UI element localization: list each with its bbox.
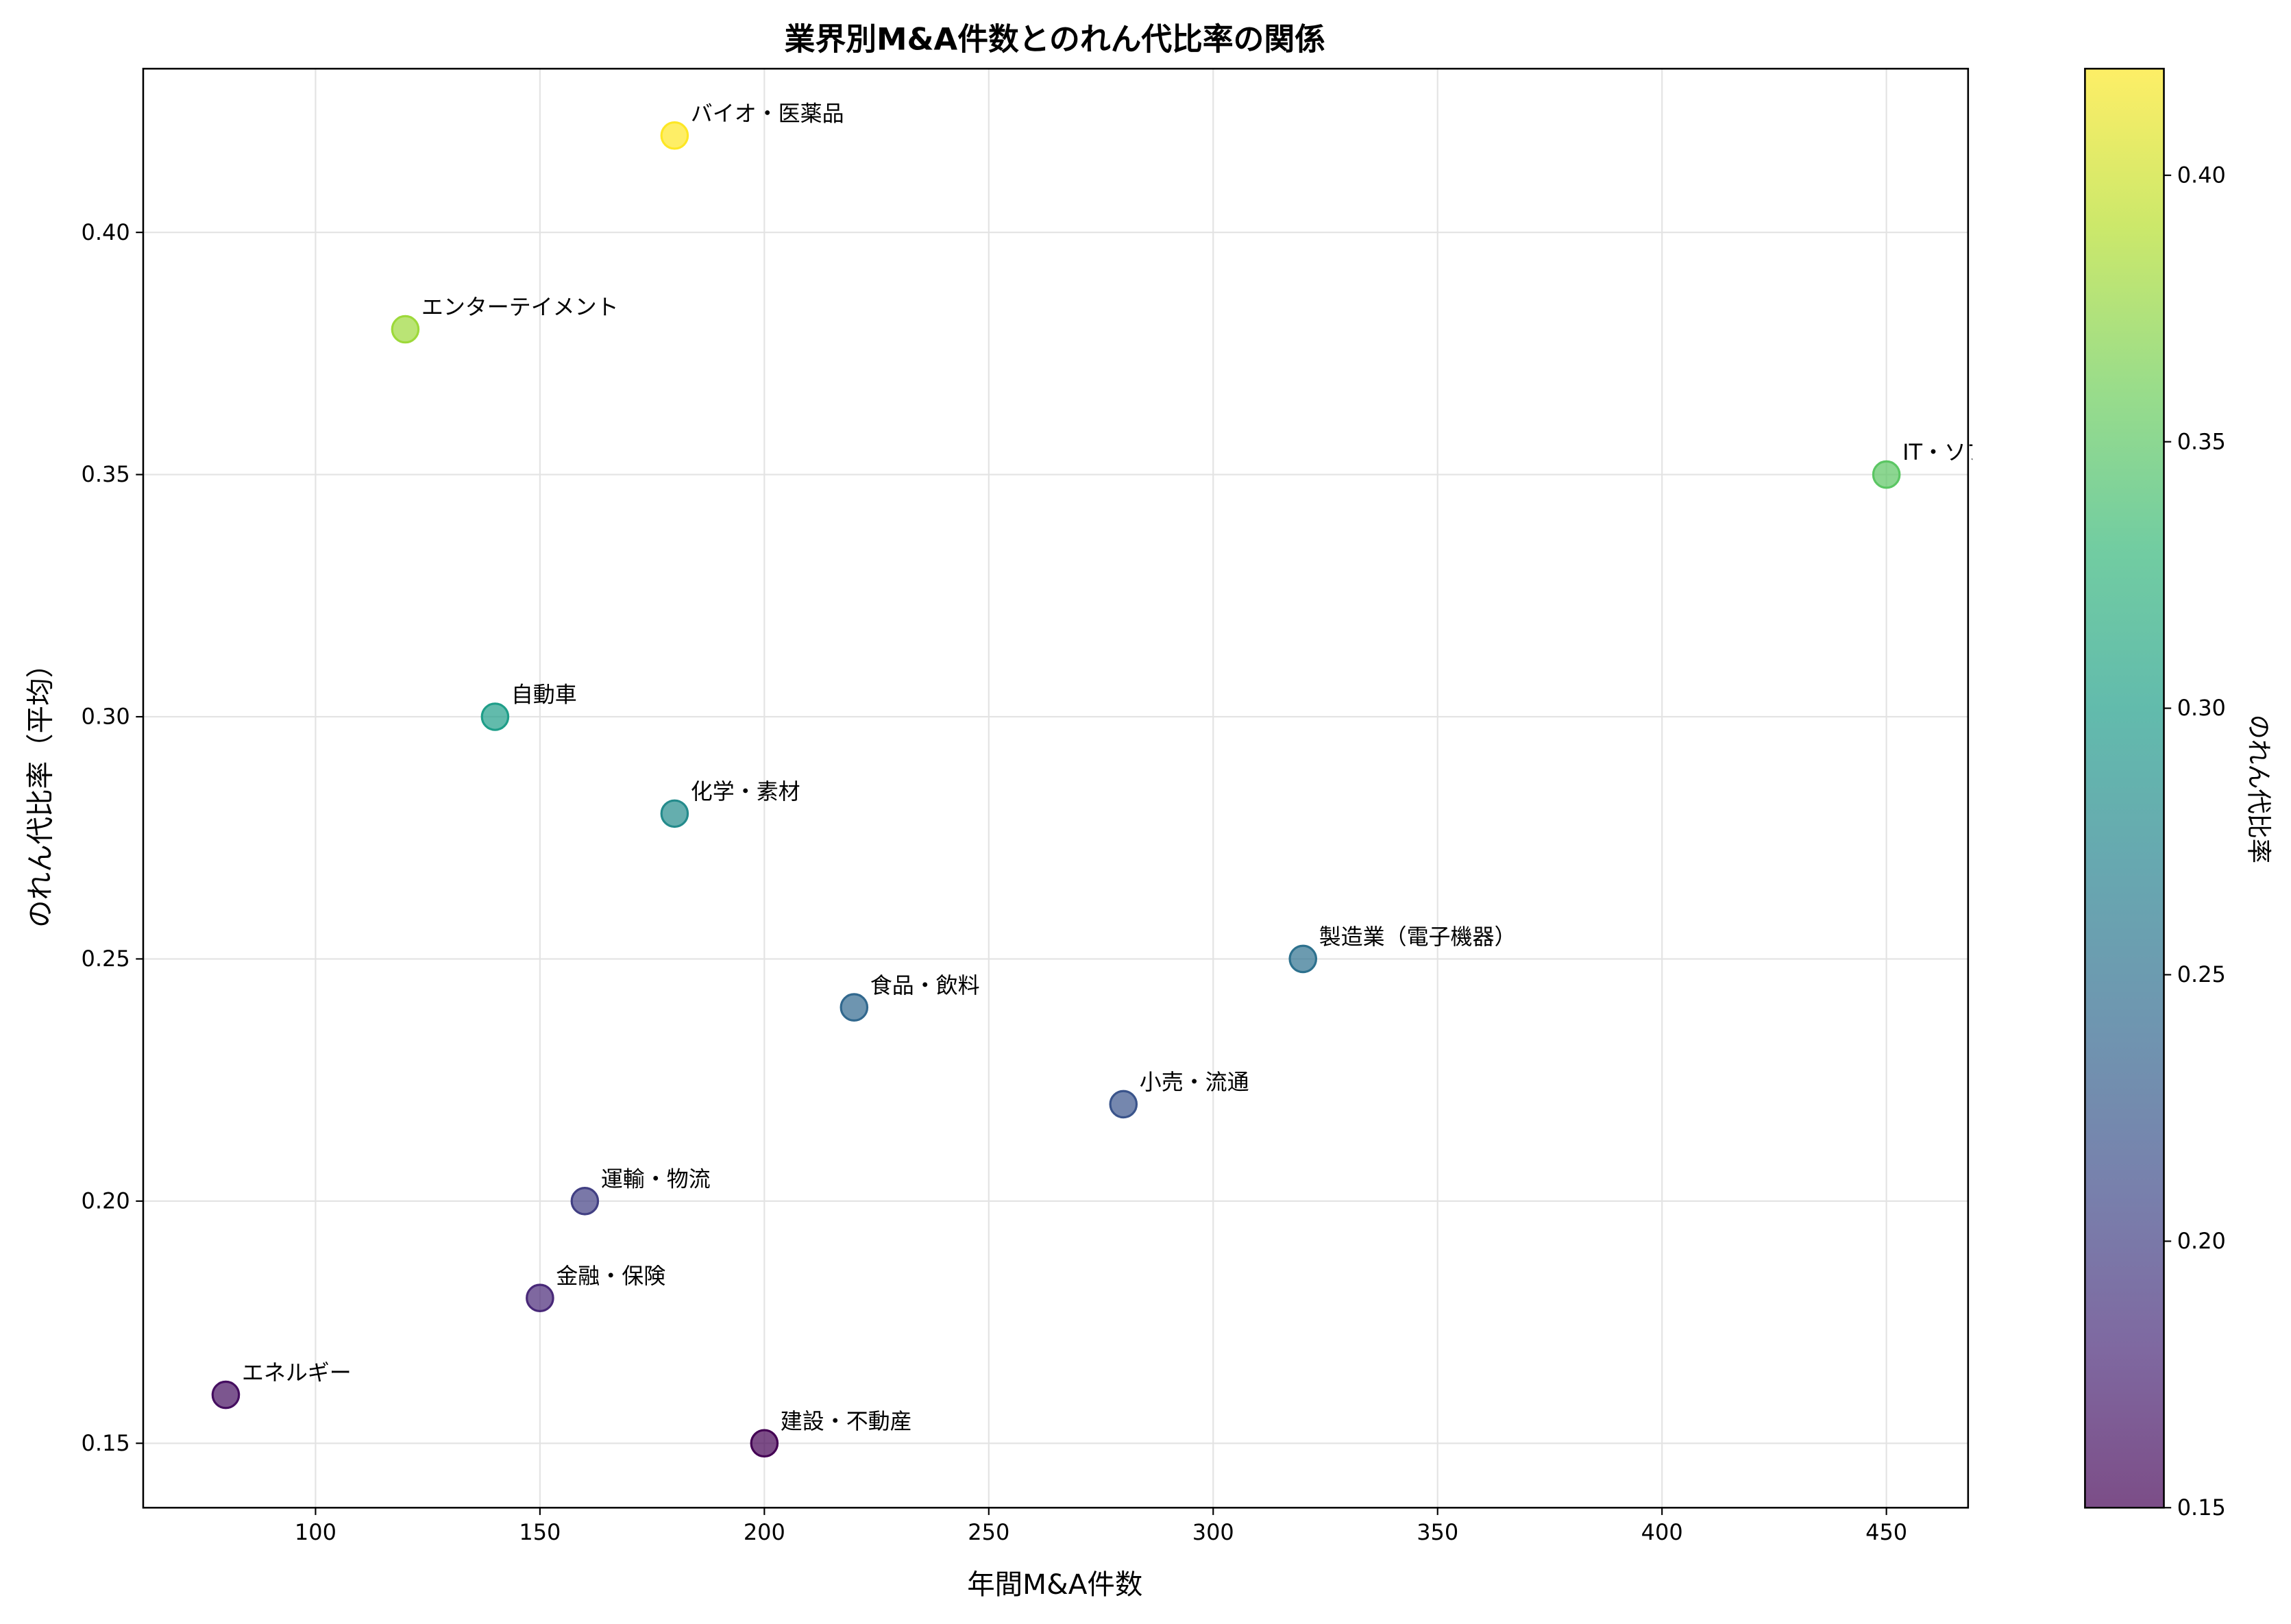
y-tick-label: 0.25 bbox=[82, 946, 130, 972]
colorbar-ticks: 0.15 0.20 0.25 0.30 0.35 0.40 bbox=[2164, 162, 2226, 1521]
y-tick-label: 0.15 bbox=[82, 1430, 130, 1456]
point-label: 建設・不動産 bbox=[781, 1408, 912, 1434]
y-tick-label: 0.30 bbox=[82, 704, 130, 730]
x-tick-label: 350 bbox=[1417, 1519, 1458, 1545]
point-label: 小売・流通 bbox=[1140, 1069, 1249, 1095]
data-point bbox=[526, 1283, 554, 1312]
point-labels: バイオ・医薬品エンターテイメントIT・ソフトウェア自動車化学・素材製造業（電子機… bbox=[242, 100, 2076, 1434]
points bbox=[211, 121, 1901, 1458]
colorbar-tick-label: 0.25 bbox=[2177, 961, 2226, 987]
data-point bbox=[660, 799, 689, 828]
point-label: 製造業（電子機器） bbox=[1319, 924, 1517, 950]
x-tick-label: 200 bbox=[744, 1519, 785, 1545]
data-point bbox=[840, 993, 869, 1022]
colorbar bbox=[2084, 67, 2165, 1509]
data-point bbox=[1288, 944, 1318, 974]
colorbar-tick-label: 0.30 bbox=[2177, 695, 2226, 721]
data-point bbox=[750, 1429, 779, 1458]
point-label: 食品・飲料 bbox=[870, 972, 980, 998]
colorbar-label: のれん代比率 bbox=[2244, 715, 2273, 863]
x-tick-label: 250 bbox=[968, 1519, 1009, 1545]
point-label: 金融・保険 bbox=[556, 1263, 665, 1289]
chart-title: 業界別M&A件数とのれん代比率の関係 bbox=[785, 21, 1325, 58]
point-label: 自動車 bbox=[511, 682, 577, 708]
x-axis-label: 年間M&A件数 bbox=[967, 1568, 1142, 1601]
data-point bbox=[660, 121, 689, 150]
data-point bbox=[480, 702, 510, 731]
grid bbox=[143, 69, 1968, 1508]
point-label: バイオ・医薬品 bbox=[691, 100, 844, 126]
colorbar-tick-label: 0.15 bbox=[2177, 1494, 2226, 1521]
data-point bbox=[391, 315, 420, 344]
data-point bbox=[211, 1380, 241, 1410]
x-tick-label: 400 bbox=[1641, 1519, 1683, 1545]
x-tick-label: 300 bbox=[1192, 1519, 1234, 1545]
point-label: 運輸・物流 bbox=[601, 1166, 711, 1192]
colorbar-tick-label: 0.35 bbox=[2177, 428, 2226, 454]
data-point bbox=[570, 1187, 600, 1216]
y-axis-label: のれん代比率（平均） bbox=[23, 650, 56, 928]
colorbar-tick-label: 0.20 bbox=[2177, 1228, 2226, 1254]
x-tick-label: 450 bbox=[1865, 1519, 1907, 1545]
point-label: 化学・素材 bbox=[691, 778, 800, 804]
colorbar-tick-label: 0.40 bbox=[2177, 162, 2226, 188]
y-tick-label: 0.40 bbox=[82, 219, 130, 245]
plot-frame bbox=[142, 67, 1970, 1509]
x-tick-label: 150 bbox=[519, 1519, 561, 1545]
y-tick-label: 0.20 bbox=[82, 1188, 130, 1214]
y-tick-label: 0.35 bbox=[82, 461, 130, 487]
data-point bbox=[1872, 460, 1901, 489]
x-axis-ticks: 100 150 200 250 300 350 400 450 bbox=[295, 1508, 1907, 1545]
data-point bbox=[1109, 1090, 1138, 1119]
x-tick-label: 100 bbox=[295, 1519, 336, 1545]
point-label: エネルギー bbox=[242, 1360, 352, 1386]
point-label: エンターテイメント bbox=[421, 294, 619, 320]
y-axis-ticks: 0.15 0.20 0.25 0.30 0.35 0.40 bbox=[82, 219, 143, 1456]
